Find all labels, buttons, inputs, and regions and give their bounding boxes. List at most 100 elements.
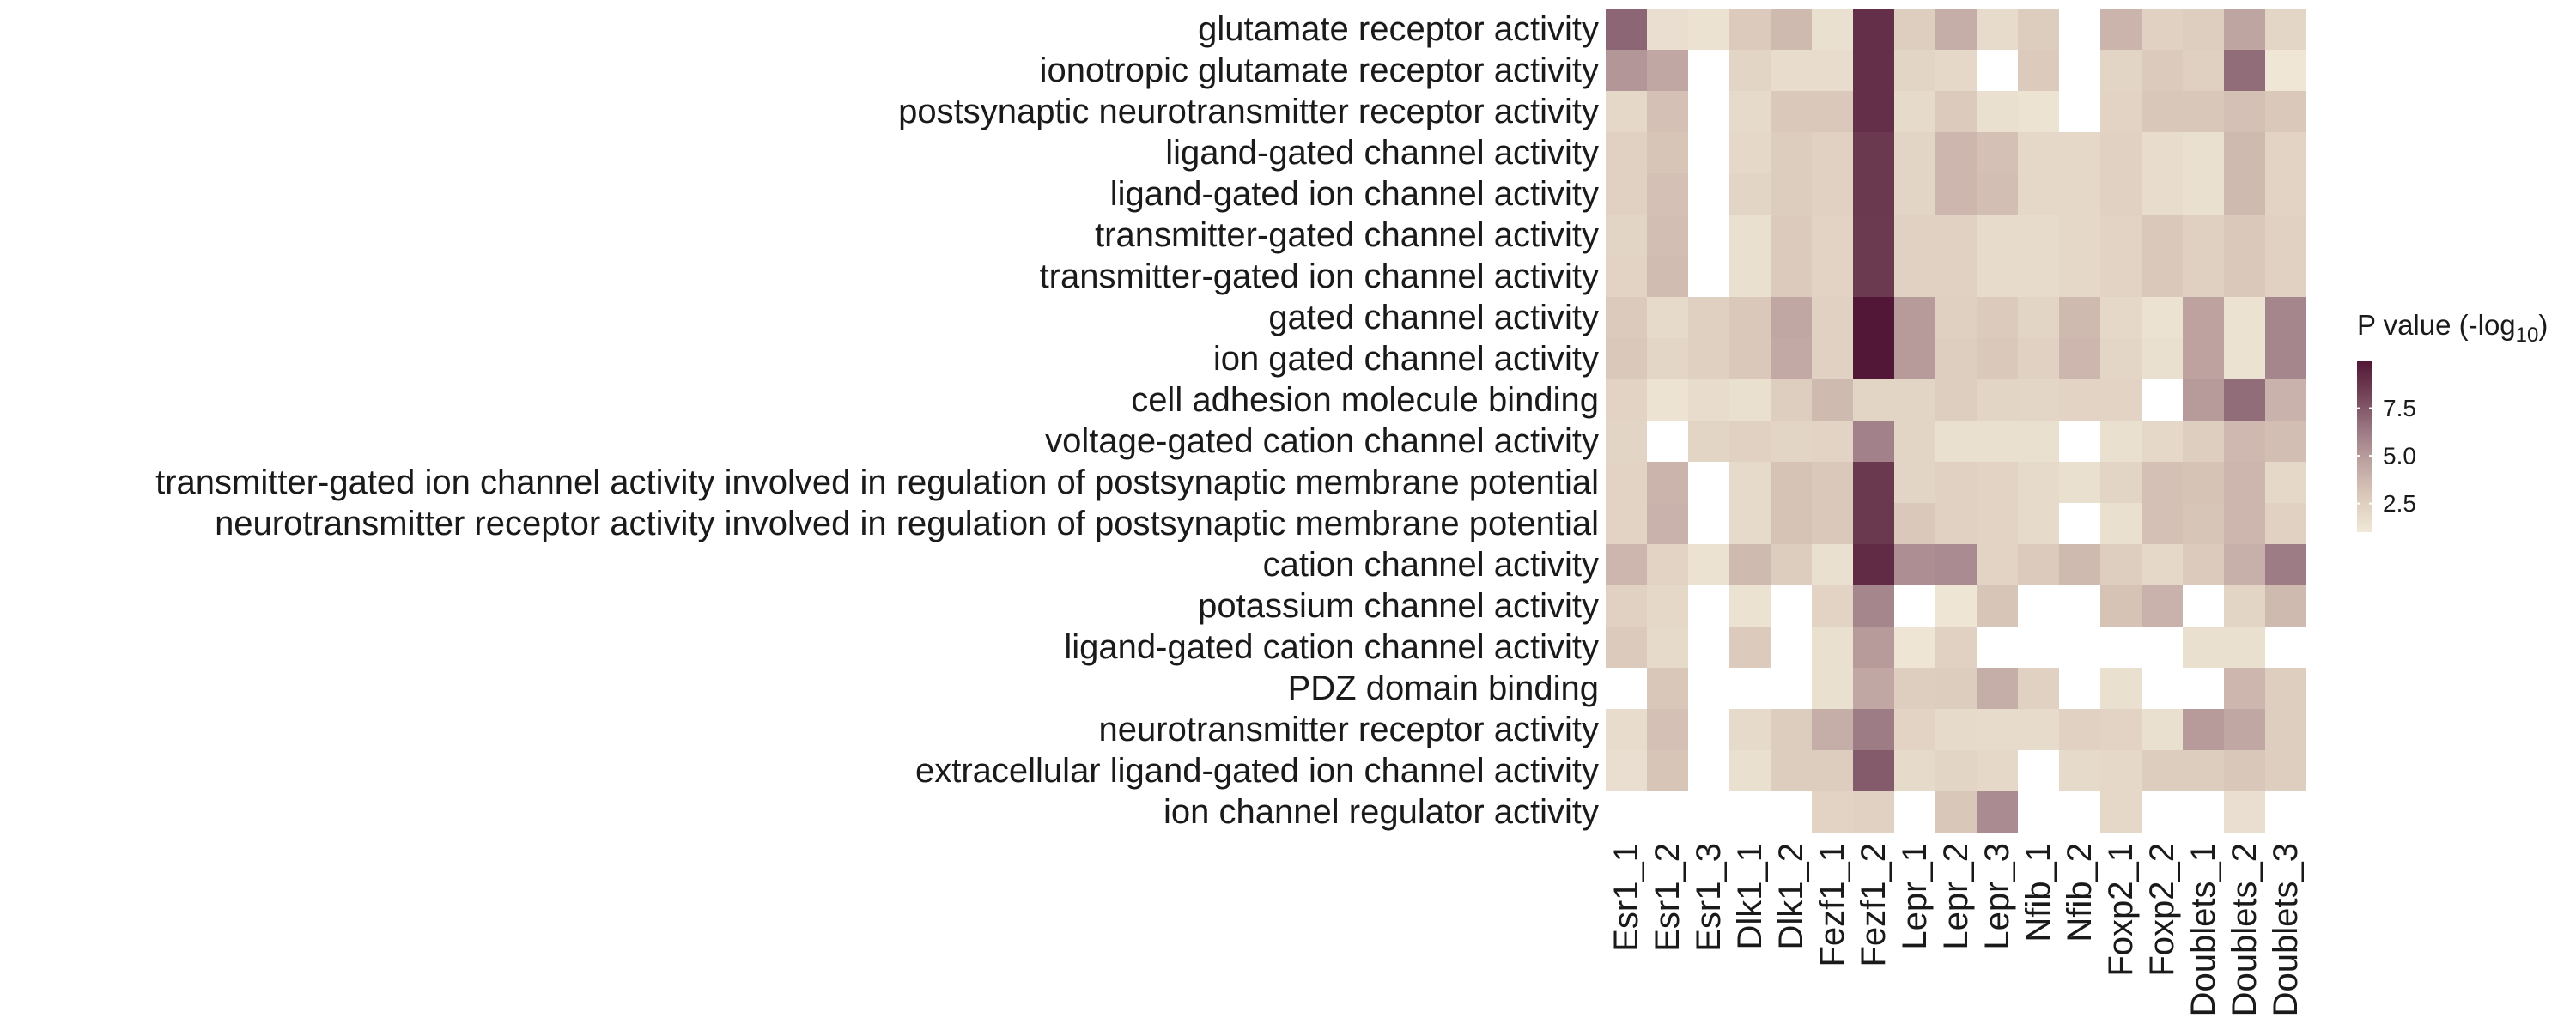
heatmap-cell xyxy=(1853,173,1894,215)
heatmap-cell xyxy=(1688,173,1729,215)
heatmap-cell xyxy=(1688,709,1729,750)
heatmap-cell xyxy=(1812,544,1853,585)
heatmap-cell xyxy=(1606,297,1647,338)
heatmap-cell xyxy=(1977,462,2018,503)
heatmap-cell xyxy=(2100,9,2142,50)
heatmap-cell xyxy=(2224,132,2265,173)
heatmap-cell xyxy=(2100,50,2142,91)
heatmap-cell xyxy=(1853,421,1894,462)
legend-ticks: 2.5 5.0 7.5 xyxy=(2357,395,2416,517)
heatmap-cell xyxy=(2224,91,2265,132)
heatmap-cell xyxy=(2059,9,2100,50)
heatmap-cell xyxy=(1647,338,1688,379)
heatmap-cell xyxy=(1894,709,1935,750)
heatmap-cell xyxy=(2183,91,2224,132)
heatmap-cell xyxy=(2018,297,2059,338)
heatmap-cell xyxy=(1894,215,1935,256)
heatmap-cell xyxy=(2059,627,2100,668)
heatmap-cell xyxy=(2059,173,2100,215)
heatmap-cell xyxy=(1812,256,1853,297)
heatmap-cell xyxy=(1647,91,1688,132)
heatmap-cell xyxy=(2059,297,2100,338)
heatmap-cell xyxy=(1729,421,1771,462)
heatmap-cell xyxy=(2100,256,2142,297)
heatmap-cell xyxy=(1606,9,1647,50)
heatmap-cell xyxy=(1606,256,1647,297)
heatmap-cell xyxy=(2224,379,2265,421)
heatmap-cell xyxy=(1894,627,1935,668)
heatmap-cell xyxy=(2059,132,2100,173)
heatmap-cell xyxy=(1977,50,2018,91)
heatmap-cell xyxy=(1647,132,1688,173)
heatmap-cell xyxy=(2224,503,2265,544)
heatmap-cell xyxy=(1812,462,1853,503)
heatmap-cell xyxy=(2265,9,2306,50)
heatmap-cell xyxy=(1894,173,1935,215)
heatmap-cell xyxy=(1771,503,1812,544)
heatmap-cell xyxy=(2224,421,2265,462)
heatmap-cell xyxy=(1606,544,1647,585)
column-label: Doublets_1 xyxy=(2184,843,2222,1016)
heatmap-cell xyxy=(1606,791,1647,833)
heatmap-cell xyxy=(1647,750,1688,791)
heatmap-cell xyxy=(2265,379,2306,421)
row-label: ion gated channel activity xyxy=(1213,340,1599,378)
heatmap-cell xyxy=(1894,338,1935,379)
column-labels: Esr1_1 Esr1_2 Esr1_3 Dlk1_1 Dlk1_2 Fezf1_1 Fez… xyxy=(1607,843,2305,1016)
heatmap-cell xyxy=(1935,750,1977,791)
heatmap-cell xyxy=(1729,338,1771,379)
heatmap-cell xyxy=(2265,297,2306,338)
heatmap-cell xyxy=(1935,215,1977,256)
heatmap-cell xyxy=(1647,173,1688,215)
heatmap-cell xyxy=(1771,421,1812,462)
heatmap-cell xyxy=(1771,668,1812,709)
heatmap-cell xyxy=(2142,750,2183,791)
heatmap-cell xyxy=(1812,627,1853,668)
heatmap-cell xyxy=(1812,668,1853,709)
heatmap-cell xyxy=(2142,462,2183,503)
heatmap-cell xyxy=(2142,173,2183,215)
row-label: neurotransmitter receptor activity xyxy=(1099,711,1599,748)
heatmap-cell xyxy=(1729,544,1771,585)
heatmap-cell xyxy=(1935,338,1977,379)
heatmap-cell xyxy=(1935,91,1977,132)
heatmap-cell xyxy=(1935,256,1977,297)
heatmap-cell xyxy=(1853,668,1894,709)
heatmap-cell xyxy=(2265,173,2306,215)
heatmap-cell xyxy=(2224,627,2265,668)
heatmap-cell xyxy=(2100,379,2142,421)
heatmap-cell xyxy=(2224,297,2265,338)
heatmap-cell xyxy=(1688,544,1729,585)
heatmap-cell xyxy=(2265,256,2306,297)
heatmap-cell xyxy=(1853,256,1894,297)
heatmap-cell xyxy=(2224,50,2265,91)
heatmap-cell xyxy=(2018,503,2059,544)
heatmap-cell xyxy=(1853,9,1894,50)
heatmap-cell xyxy=(1771,215,1812,256)
heatmap-cell xyxy=(2100,132,2142,173)
heatmap-cell xyxy=(1606,750,1647,791)
column-label: Doublets_2 xyxy=(2226,843,2263,1016)
heatmap-cell xyxy=(1688,421,1729,462)
heatmap-cell xyxy=(2100,173,2142,215)
heatmap-cell xyxy=(1647,709,1688,750)
heatmap-cell xyxy=(1894,668,1935,709)
heatmap-cell xyxy=(1935,585,1977,627)
heatmap-cell xyxy=(2265,421,2306,462)
heatmap-cell xyxy=(2059,50,2100,91)
legend-tick-label: 5.0 xyxy=(2383,443,2416,470)
heatmap-cell xyxy=(2265,132,2306,173)
heatmap-cell xyxy=(1606,709,1647,750)
heatmap-cell xyxy=(2059,421,2100,462)
row-label: ion channel regulator activity xyxy=(1163,793,1599,831)
heatmap-cell xyxy=(1977,379,2018,421)
heatmap-cell xyxy=(1606,132,1647,173)
heatmap-cell xyxy=(1935,297,1977,338)
heatmap-cell xyxy=(1935,668,1977,709)
heatmap-cell xyxy=(2224,709,2265,750)
heatmap-cell xyxy=(1853,50,1894,91)
column-label: Doublets_3 xyxy=(2267,843,2305,1016)
heatmap-cell xyxy=(1977,627,2018,668)
heatmap-cell xyxy=(1771,791,1812,833)
